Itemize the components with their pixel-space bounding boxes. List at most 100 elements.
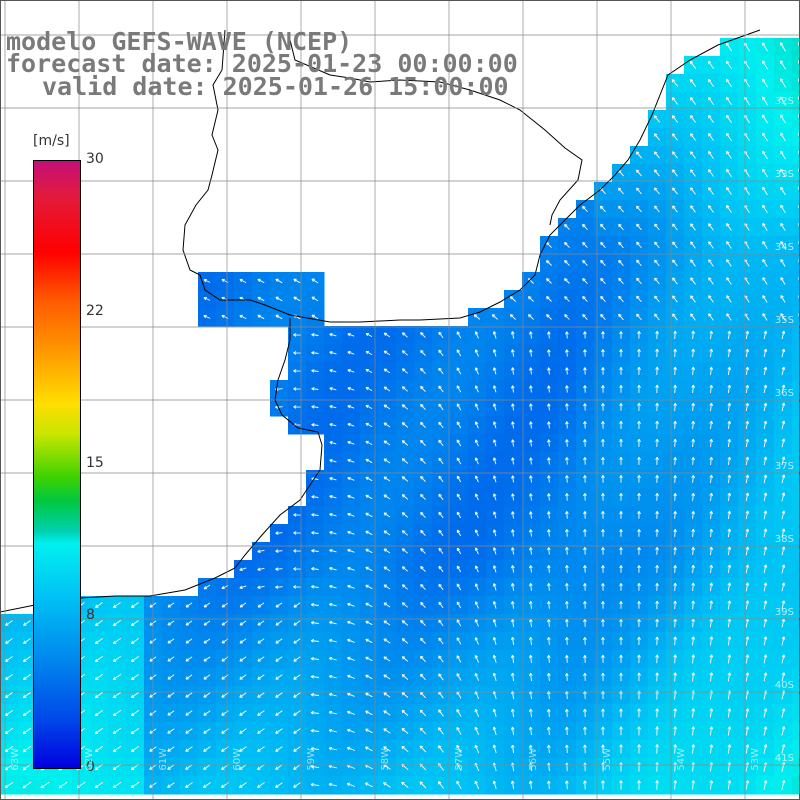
wind-cell [792, 92, 800, 111]
wind-arrow [203, 728, 211, 734]
wind-arrow [708, 151, 714, 159]
wind-arrow [438, 727, 444, 735]
wind-arrow [547, 331, 551, 339]
wind-arrow [601, 474, 605, 483]
wind-arrow [438, 439, 444, 447]
wind-arrow [22, 656, 31, 662]
wind-arrow [529, 331, 533, 339]
latitude-label: 41S [774, 753, 794, 764]
wind-arrow [655, 384, 659, 394]
wind-arrow [637, 438, 641, 447]
wind-arrow [763, 708, 768, 718]
wind-arrow [781, 474, 786, 484]
wind-arrow [637, 456, 641, 465]
wind-arrow [619, 565, 623, 573]
wind-arrow [328, 638, 337, 643]
wind-arrow [511, 475, 515, 483]
wind-arrow [94, 673, 104, 681]
wind-arrow [275, 549, 283, 553]
wind-arrow [635, 151, 642, 159]
wind-arrow [780, 150, 786, 160]
wind-arrow [492, 493, 497, 501]
wind-cell [792, 470, 800, 489]
wind-arrow [637, 402, 641, 411]
wind-arrow [780, 313, 786, 321]
wind-arrow [58, 781, 68, 789]
wind-arrow [438, 637, 444, 645]
wind-arrow [257, 656, 265, 662]
wind-arrow [528, 636, 533, 645]
wind-arrow [130, 745, 140, 753]
wind-arrow [293, 692, 301, 698]
wind-arrow [239, 728, 247, 734]
wind-arrow [673, 492, 677, 501]
wind-arrow [655, 600, 659, 609]
wind-arrow [690, 277, 696, 285]
wind-arrow [130, 638, 139, 645]
wind-arrow [420, 367, 426, 374]
wind-arrow [780, 259, 786, 267]
wind-arrow [438, 547, 444, 555]
wind-arrow [727, 474, 732, 484]
wind-arrow [185, 746, 193, 752]
wind-arrow [419, 781, 427, 789]
wind-arrow [456, 457, 462, 465]
wind-arrow [329, 368, 337, 373]
wind-arrow [293, 782, 301, 788]
wind-arrow [329, 512, 337, 517]
wind-arrow [619, 384, 623, 393]
wind-arrow [419, 745, 427, 753]
wind-arrow [401, 476, 409, 482]
wind-arrow [565, 565, 569, 573]
wind-arrow [401, 638, 409, 644]
wind-arrow [565, 457, 569, 465]
wind-arrow [691, 726, 696, 736]
wind-arrow [4, 692, 13, 699]
wind-arrow [401, 709, 409, 716]
wind-arrow [653, 115, 661, 123]
wind-arrow [510, 708, 515, 718]
wind-arrow [420, 385, 426, 393]
wind-arrow [239, 585, 247, 590]
wind-arrow [709, 600, 714, 610]
wind-arrow [761, 78, 768, 88]
wind-arrow [727, 672, 732, 682]
wind-arrow [401, 422, 409, 428]
wind-arrow [709, 456, 714, 465]
wind-arrow [762, 277, 768, 285]
wind-arrow [655, 510, 659, 519]
wind-arrow [239, 602, 247, 608]
wind-arrow [583, 601, 587, 609]
wind-arrow [565, 726, 569, 736]
wind-arrow [401, 602, 408, 608]
wind-arrow [365, 422, 373, 427]
wind-arrow [781, 510, 786, 520]
wind-arrow [275, 656, 283, 662]
wind-arrow [727, 402, 732, 411]
wind-arrow [510, 529, 515, 537]
wind-arrow [637, 708, 641, 718]
wind-arrow [167, 620, 175, 626]
wind-arrow [528, 726, 533, 736]
wind-arrow [365, 512, 373, 518]
wind-arrow [474, 619, 479, 627]
wind-arrow [510, 654, 515, 663]
wind-arrow [546, 780, 551, 790]
wind-arrow [673, 348, 677, 358]
wind-arrow [565, 744, 569, 754]
wind-arrow [528, 744, 533, 754]
wind-cell [792, 182, 800, 201]
wind-arrow [420, 565, 426, 572]
wind-arrow [275, 764, 283, 770]
wind-arrow [438, 565, 444, 573]
wind-arrow [654, 241, 660, 249]
wind-arrow [691, 672, 696, 682]
wind-arrow [401, 745, 409, 753]
wind-arrow [691, 492, 696, 501]
wind-arrow [546, 618, 551, 627]
wind-arrow [583, 672, 587, 681]
wind-arrow [547, 367, 551, 375]
wind-arrow [347, 620, 355, 625]
longitude-label: 57W [454, 748, 465, 771]
wind-arrow [474, 475, 479, 483]
